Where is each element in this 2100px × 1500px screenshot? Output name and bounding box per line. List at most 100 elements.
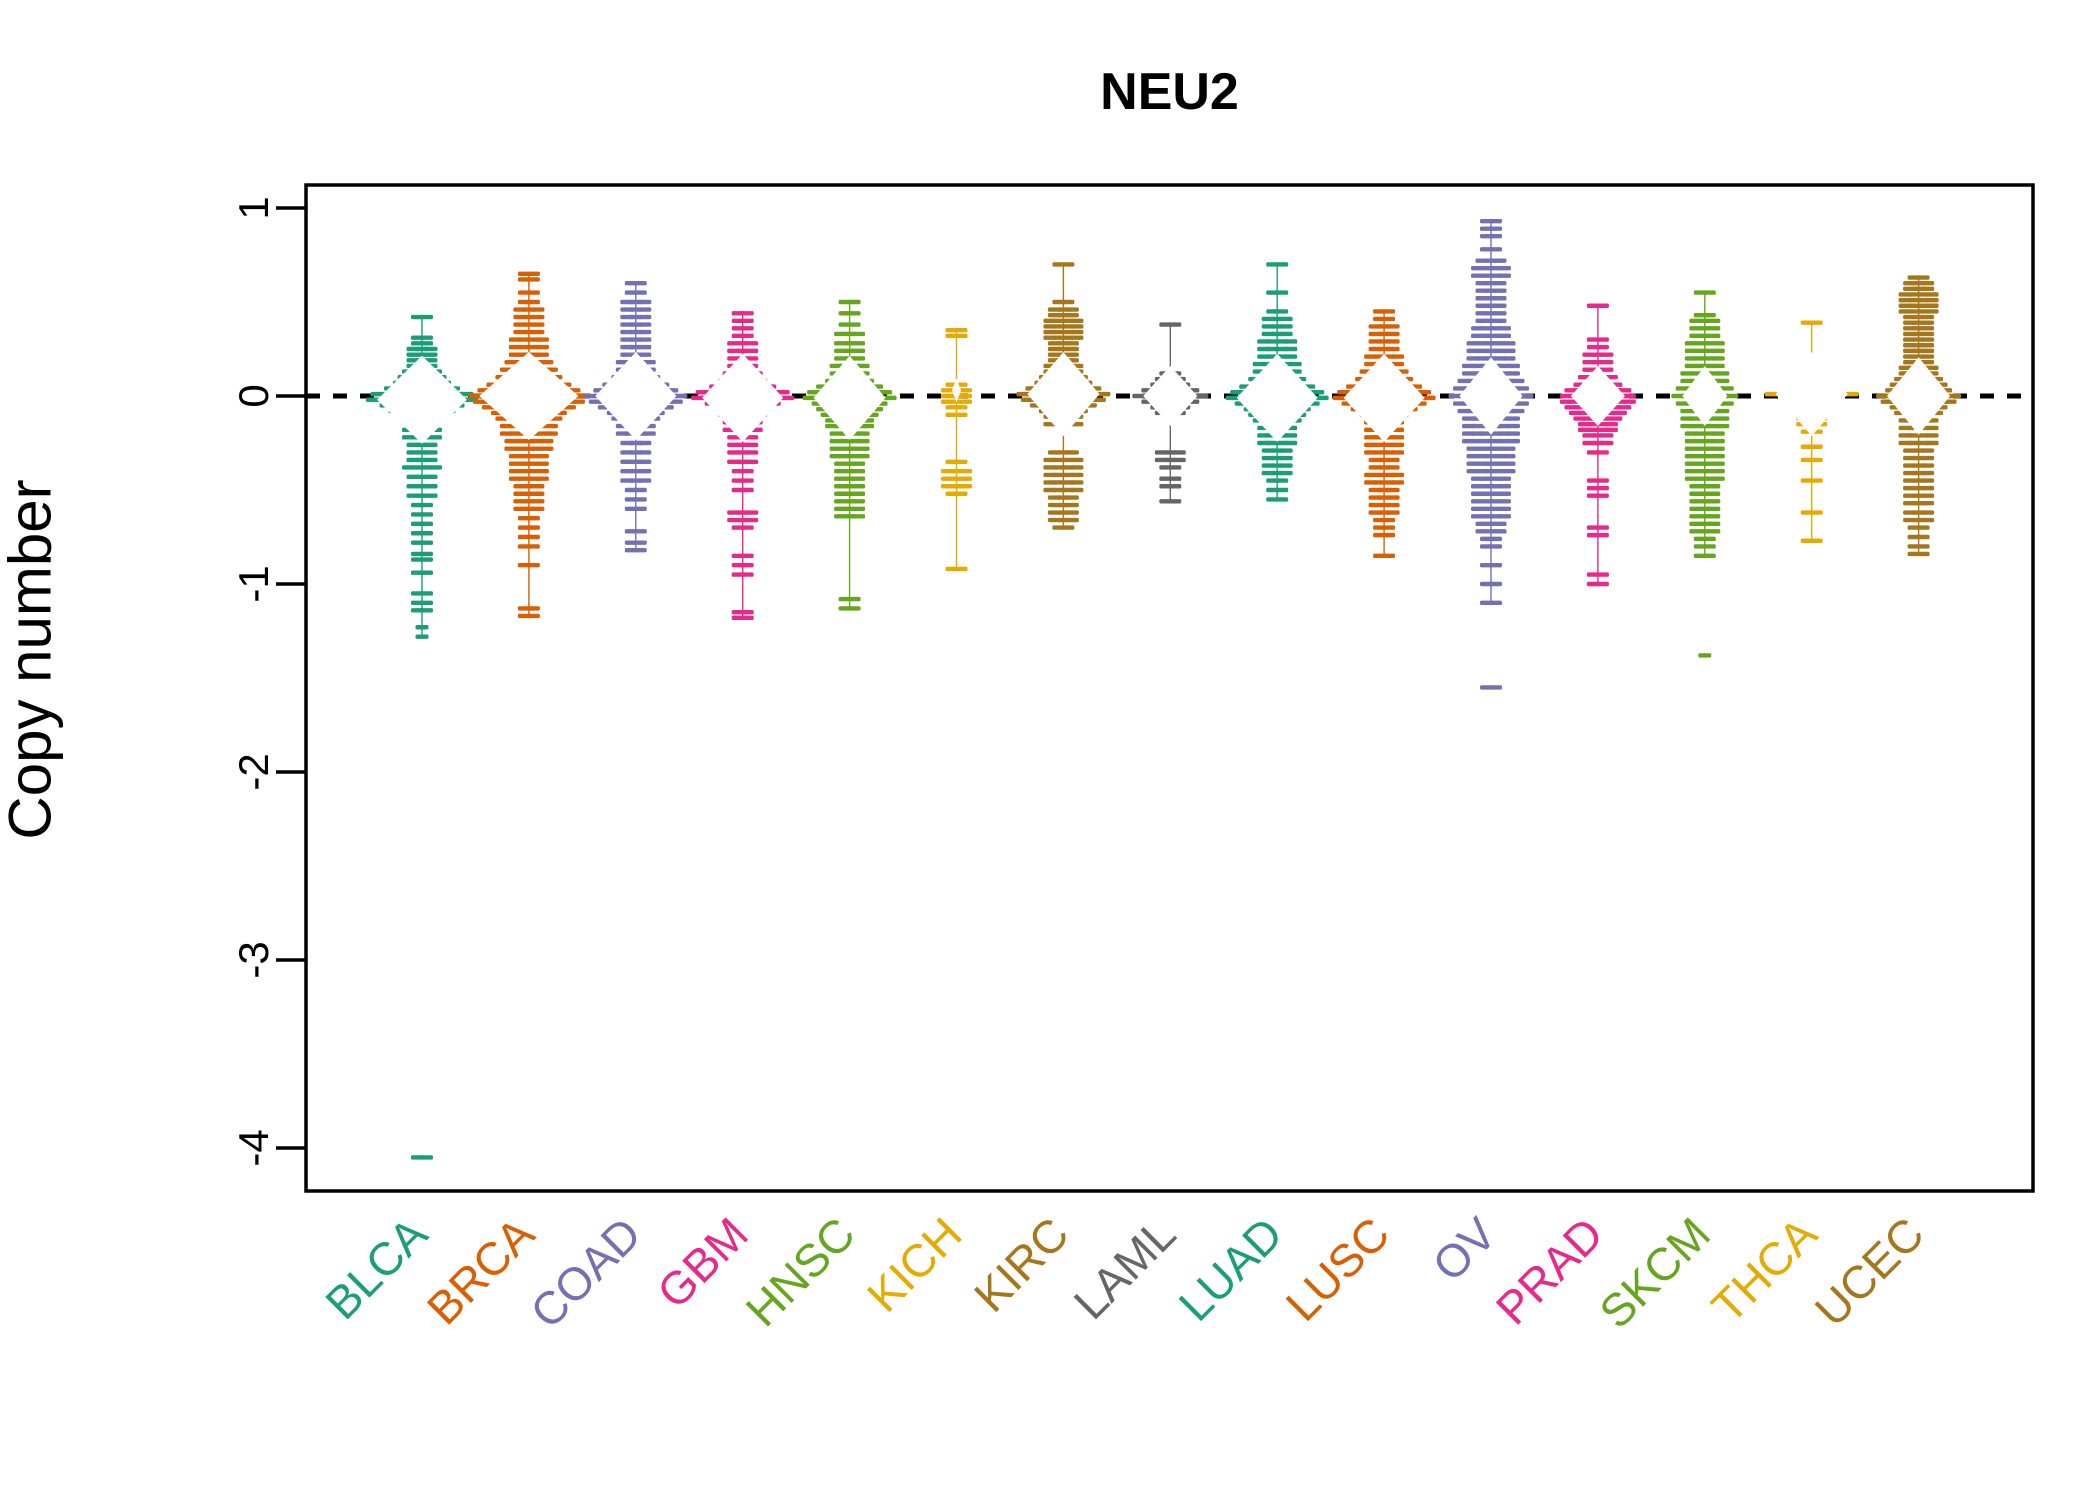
swarm-point [1925,433,1939,438]
swarm-point [1489,247,1502,252]
swarm-point [852,461,866,466]
y-tick-label: -3 [230,941,277,978]
swarm-point [1595,478,1609,483]
swarm-point [1711,469,1725,474]
swarm-point [1422,395,1436,401]
swarm-point [633,487,647,493]
swarm-core-ucec [1887,357,1951,435]
swarm-point [1716,371,1730,376]
swarm-point [1065,312,1079,318]
swarm-point [1172,450,1186,455]
swarm-point [1279,448,1293,453]
swarm-point [420,570,433,575]
swarm-point [526,613,540,619]
swarm-point [420,591,433,596]
swarm-point [420,540,433,545]
swarm-point [531,484,545,489]
swarm-point [1493,288,1507,293]
swarm-point [1707,514,1721,519]
swarm-point [1707,491,1721,496]
swarm-point [1609,416,1623,421]
swarm-point [1493,529,1507,534]
swarm-point [1925,425,1939,431]
swarm-point [1168,322,1182,327]
swarm-core-skcm [1682,366,1728,426]
swarm-point [638,459,652,464]
swarm-point [1284,354,1298,359]
x-label-lusc: LUSC [1276,1207,1400,1331]
swarm-point [540,359,554,365]
swarm-point [740,318,754,323]
swarm-point [781,395,795,401]
swarm-point [1921,493,1935,498]
swarm-point [1707,318,1721,323]
swarm-point [847,322,861,327]
swarm-point [669,399,683,404]
swarm-point [959,393,972,399]
swarm-point [638,352,652,357]
swarm-point [1916,525,1930,530]
swarm-point [1595,485,1609,491]
swarm-point [526,534,540,540]
y-tick-label: 0 [230,384,277,407]
swarm-point [1382,553,1396,558]
swarm-point [1921,343,1935,348]
swarm-point [852,341,866,346]
swarm-point [879,390,893,395]
swarm-point [1809,478,1823,483]
swarm-point [1698,653,1712,658]
swarm-point [852,469,866,474]
swarm-point [745,356,759,361]
swarm-point [638,337,652,342]
swarm-point [1195,393,1209,399]
swarm-point [1502,348,1516,354]
swarm-point [745,442,759,448]
swarm-point [1382,309,1396,314]
x-label-skcm: SKCM [1589,1207,1720,1338]
swarm-point [1921,517,1935,523]
swarm-point [535,352,549,357]
swarm-point [740,615,754,621]
swarm-point [420,314,433,320]
swarm-point [1809,510,1823,515]
swarm-point [1279,331,1293,337]
swarm-point [852,506,866,511]
swarm-point [633,281,647,286]
swarm-point [633,497,647,502]
swarm-point [1711,363,1725,369]
swarm-point [1275,487,1289,493]
swarm-point [1720,401,1734,406]
swarm-point [1070,335,1084,340]
swarm-point [526,516,540,521]
swarm-point [1493,296,1507,301]
swarm-point [1916,551,1930,557]
swarm-point [638,322,652,327]
swarm-point [1600,440,1614,446]
swarm-point [1061,299,1075,305]
swarm-point [526,563,540,568]
swarm-point [1511,378,1525,384]
x-label-thca: THCA [1701,1207,1827,1333]
swarm-point [1493,311,1507,316]
swarm-point [1386,457,1400,463]
swarm-point [1061,262,1075,267]
swarm-point [1493,303,1507,308]
swarm-point [1716,408,1730,414]
swarm-core-laml [1143,366,1198,426]
swarm-point [1809,538,1823,543]
swarm-point [1507,416,1520,421]
swarm-point [638,329,652,335]
swarm-point [638,299,652,305]
swarm-point [1707,499,1721,504]
swarm-point [424,457,438,463]
y-axis-label: Copy number [0,479,64,840]
swarm-point [740,572,754,577]
swarm-point [1382,532,1396,538]
swarm-point [1711,446,1725,451]
swarm-point [1507,423,1520,429]
swarm-point [740,610,754,615]
swarm-point [1493,318,1507,323]
swarm-point [1288,361,1302,367]
swarm-point [1707,333,1721,339]
swarm-point [1809,320,1823,325]
